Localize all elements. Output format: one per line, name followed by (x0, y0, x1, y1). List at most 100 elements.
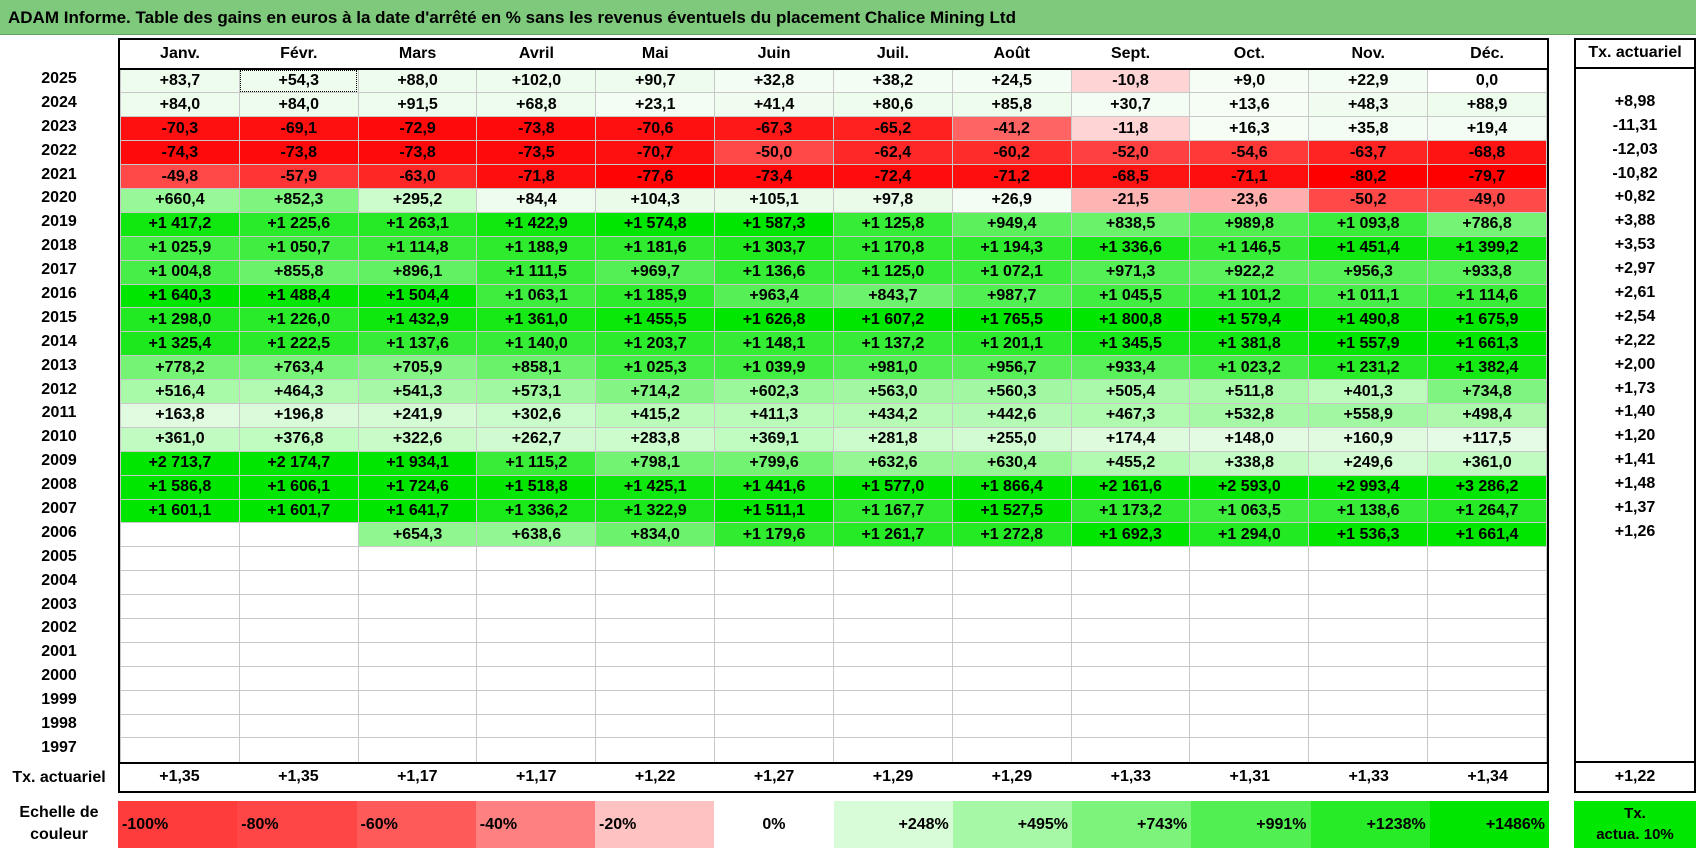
gain-cell[interactable]: +1 724,6 (357, 474, 478, 500)
gain-cell[interactable]: +1 101,2 (1189, 283, 1310, 309)
gain-cell[interactable] (120, 737, 240, 762)
gain-cell[interactable] (357, 570, 478, 596)
gain-cell[interactable] (1070, 570, 1191, 596)
gain-cell[interactable]: -50,0 (714, 140, 834, 166)
gain-cell[interactable] (120, 546, 240, 572)
gain-cell[interactable]: +1 194,3 (951, 235, 1072, 261)
gain-cell[interactable] (238, 665, 359, 691)
gain-cell[interactable] (357, 546, 478, 572)
gain-cell[interactable]: +83,7 (120, 68, 240, 94)
gain-cell[interactable] (238, 617, 359, 643)
gain-cell[interactable] (951, 617, 1072, 643)
gain-cell[interactable]: +1 800,8 (1070, 307, 1191, 333)
gain-cell[interactable]: +1 577,0 (832, 474, 953, 500)
gain-cell[interactable] (1308, 570, 1429, 596)
gain-cell[interactable]: +1 692,3 (1070, 522, 1191, 548)
gain-cell[interactable] (1189, 689, 1310, 715)
gain-cell[interactable]: +2 161,6 (1070, 474, 1191, 500)
gain-cell[interactable]: -65,2 (832, 116, 953, 142)
gain-cell[interactable] (476, 641, 597, 667)
gain-cell[interactable]: -70,6 (595, 116, 716, 142)
gain-cell[interactable] (476, 594, 597, 619)
gain-cell[interactable]: +933,4 (1070, 355, 1191, 381)
gain-cell[interactable] (595, 570, 716, 596)
gain-cell[interactable]: +778,2 (120, 355, 240, 381)
gain-cell[interactable] (1427, 617, 1547, 643)
gain-cell[interactable]: +1 455,5 (595, 307, 716, 333)
gain-cell[interactable]: +505,4 (1070, 379, 1191, 404)
gain-cell[interactable]: +956,7 (951, 355, 1072, 381)
gain-cell[interactable] (120, 665, 240, 691)
gain-cell[interactable] (1189, 617, 1310, 643)
gain-cell[interactable] (714, 713, 834, 739)
gain-cell[interactable]: +1 441,6 (714, 474, 834, 500)
gain-cell[interactable] (1070, 665, 1191, 691)
gain-cell[interactable] (1308, 665, 1429, 691)
gain-cell[interactable] (595, 641, 716, 667)
gain-cell[interactable]: -71,1 (1189, 164, 1310, 189)
gain-cell[interactable]: +1 336,6 (1070, 235, 1191, 261)
gain-cell[interactable] (1308, 641, 1429, 667)
gain-cell[interactable]: +2 993,4 (1308, 474, 1429, 500)
gain-cell[interactable]: -50,2 (1308, 187, 1429, 213)
gain-cell[interactable]: +1 136,6 (714, 259, 834, 285)
gain-cell[interactable]: +54,3 (238, 68, 359, 94)
gain-cell[interactable] (1070, 594, 1191, 619)
gain-cell[interactable] (832, 594, 953, 619)
gain-cell[interactable]: +858,1 (476, 355, 597, 381)
gain-cell[interactable]: +1 140,0 (476, 331, 597, 357)
gain-cell[interactable] (238, 737, 359, 762)
gain-cell[interactable] (714, 641, 834, 667)
gain-cell[interactable]: +1 527,5 (951, 498, 1072, 524)
gain-cell[interactable]: +1 640,3 (120, 283, 240, 309)
gain-cell[interactable] (476, 570, 597, 596)
gain-cell[interactable] (238, 546, 359, 572)
gain-cell[interactable] (238, 689, 359, 715)
gain-cell[interactable]: +705,9 (357, 355, 478, 381)
gain-cell[interactable] (1308, 594, 1429, 619)
gain-cell[interactable]: +1 063,1 (476, 283, 597, 309)
gain-cell[interactable]: +786,8 (1427, 211, 1547, 237)
gain-cell[interactable] (1070, 737, 1191, 762)
gain-cell[interactable]: +90,7 (595, 68, 716, 94)
gain-cell[interactable]: +1 148,1 (714, 331, 834, 357)
gain-cell[interactable]: -71,8 (476, 164, 597, 189)
gain-cell[interactable]: +32,8 (714, 68, 834, 94)
gain-cell[interactable] (951, 665, 1072, 691)
gain-cell[interactable] (1308, 617, 1429, 643)
gain-cell[interactable] (1308, 689, 1429, 715)
gain-cell[interactable] (357, 665, 478, 691)
gain-cell[interactable]: +1 765,5 (951, 307, 1072, 333)
gain-cell[interactable]: +1 607,2 (832, 307, 953, 333)
gain-cell[interactable]: +41,4 (714, 92, 834, 118)
gain-cell[interactable] (1070, 641, 1191, 667)
gain-cell[interactable]: -63,7 (1308, 140, 1429, 166)
gain-cell[interactable] (1427, 713, 1547, 739)
gain-cell[interactable]: +1 422,9 (476, 211, 597, 237)
gain-cell[interactable] (357, 641, 478, 667)
gain-cell[interactable]: +1 294,0 (1189, 522, 1310, 548)
gain-cell[interactable] (951, 641, 1072, 667)
gain-cell[interactable]: +798,1 (595, 450, 716, 476)
gain-cell[interactable]: -73,4 (714, 164, 834, 189)
gain-cell[interactable]: +1 361,0 (476, 307, 597, 333)
gain-cell[interactable] (714, 617, 834, 643)
gain-cell[interactable]: -73,8 (357, 140, 478, 166)
gain-cell[interactable] (951, 689, 1072, 715)
gain-cell[interactable]: +148,0 (1189, 426, 1310, 452)
gain-cell[interactable]: +1 579,4 (1189, 307, 1310, 333)
gain-cell[interactable]: +1 557,9 (1308, 331, 1429, 357)
gain-cell[interactable]: +415,2 (595, 402, 716, 428)
gain-cell[interactable]: +283,8 (595, 426, 716, 452)
gain-cell[interactable]: -68,8 (1427, 140, 1547, 166)
gain-cell[interactable]: +1 181,6 (595, 235, 716, 261)
gain-cell[interactable]: +563,0 (832, 379, 953, 404)
gain-cell[interactable]: +19,4 (1427, 116, 1547, 142)
gain-cell[interactable]: +262,7 (476, 426, 597, 452)
gain-cell[interactable]: +922,2 (1189, 259, 1310, 285)
gain-cell[interactable]: -68,5 (1070, 164, 1191, 189)
gain-cell[interactable]: -23,6 (1189, 187, 1310, 213)
gain-cell[interactable]: +1 336,2 (476, 498, 597, 524)
gain-cell[interactable]: -54,6 (1189, 140, 1310, 166)
gain-cell[interactable]: +1 451,4 (1308, 235, 1429, 261)
